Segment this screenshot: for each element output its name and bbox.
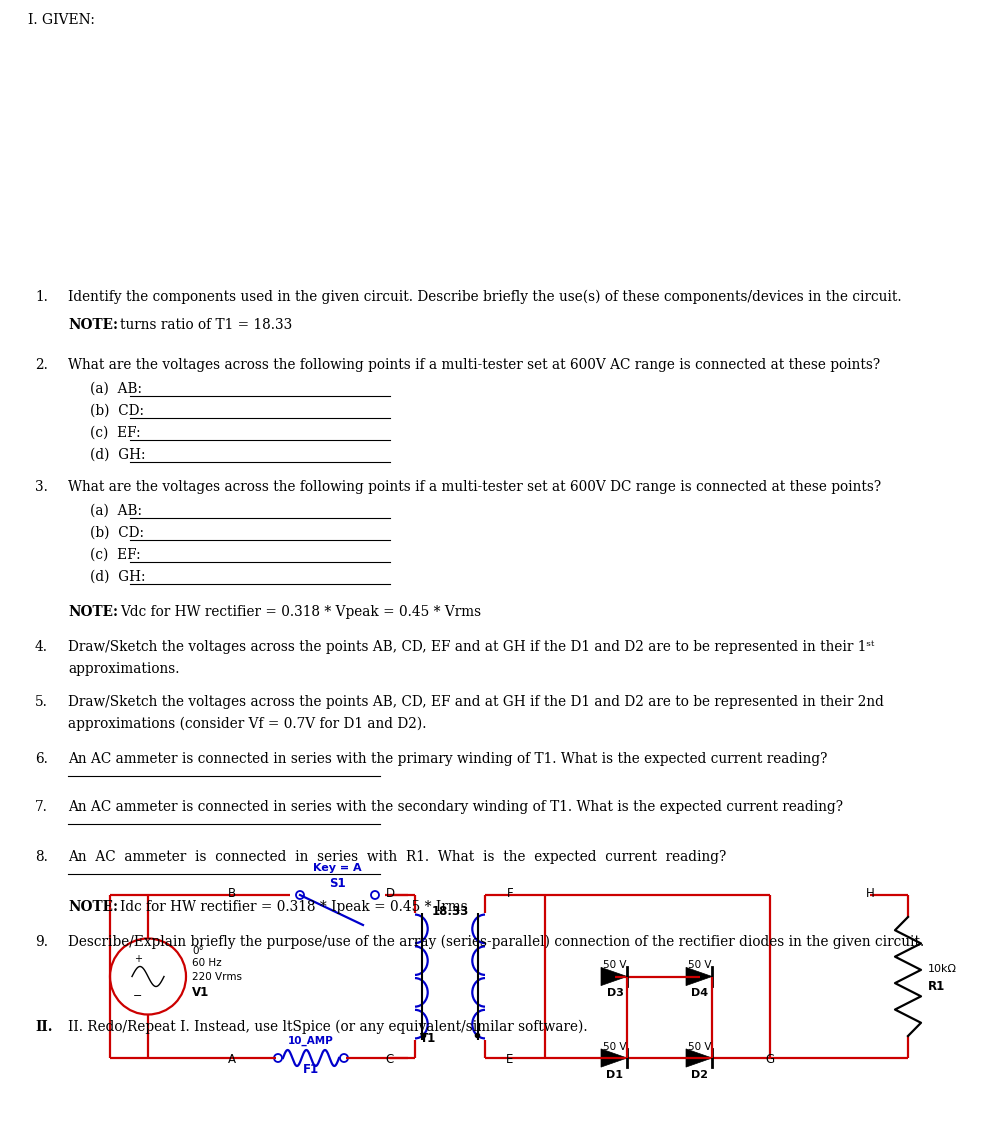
Text: A: A <box>228 1053 236 1066</box>
Text: (a)  AB:: (a) AB: <box>90 382 142 395</box>
Text: I. GIVEN:: I. GIVEN: <box>28 13 95 27</box>
Text: (b)  CD:: (b) CD: <box>90 526 144 539</box>
Text: 18.33: 18.33 <box>431 905 468 918</box>
Text: (d)  GH:: (d) GH: <box>90 570 145 584</box>
Text: Key = A: Key = A <box>313 863 361 873</box>
Text: turns ratio of T1 = 18.33: turns ratio of T1 = 18.33 <box>120 318 293 331</box>
Text: An AC ammeter is connected in series with the primary winding of T1. What is the: An AC ammeter is connected in series wit… <box>68 752 828 766</box>
Text: F1: F1 <box>302 1063 319 1076</box>
Text: E: E <box>507 1053 514 1066</box>
Text: II. Redo/Repeat I. Instead, use ltSpice (or any equivalent/similar software).: II. Redo/Repeat I. Instead, use ltSpice … <box>68 1020 587 1034</box>
Text: 50 V: 50 V <box>688 960 712 970</box>
Text: 6.: 6. <box>35 752 48 766</box>
Polygon shape <box>686 967 712 985</box>
Text: approximations (consider Vf = 0.7V for D1 and D2).: approximations (consider Vf = 0.7V for D… <box>68 717 426 732</box>
Text: 60 Hz: 60 Hz <box>192 959 222 968</box>
Text: T1: T1 <box>420 1032 436 1045</box>
Text: Draw/Sketch the voltages across the points AB, CD, EF and at GH if the D1 and D2: Draw/Sketch the voltages across the poin… <box>68 640 874 654</box>
Text: D3: D3 <box>607 989 624 999</box>
Text: 0°: 0° <box>192 945 203 956</box>
Text: 9.: 9. <box>35 935 48 949</box>
Text: C: C <box>386 1053 394 1066</box>
Text: II.: II. <box>35 1020 52 1034</box>
Polygon shape <box>601 1049 627 1068</box>
Text: NOTE:: NOTE: <box>68 900 118 914</box>
Text: 5.: 5. <box>35 695 48 709</box>
Text: G: G <box>765 1053 775 1066</box>
Text: D4: D4 <box>691 989 709 999</box>
Text: Draw/Sketch the voltages across the points AB, CD, EF and at GH if the D1 and D2: Draw/Sketch the voltages across the poin… <box>68 695 884 709</box>
Text: An  AC  ammeter  is  connected  in  series  with  R1.  What  is  the  expected  : An AC ammeter is connected in series wit… <box>68 850 727 864</box>
Text: D1: D1 <box>607 1070 624 1080</box>
Text: 50 V: 50 V <box>603 960 627 970</box>
Text: (d)  GH:: (d) GH: <box>90 448 145 462</box>
Text: An AC ammeter is connected in series with the secondary winding of T1. What is t: An AC ammeter is connected in series wit… <box>68 800 843 814</box>
Text: D2: D2 <box>691 1070 708 1080</box>
Polygon shape <box>601 967 627 985</box>
Text: D: D <box>386 887 395 900</box>
Text: NOTE:: NOTE: <box>68 605 118 620</box>
Text: 50 V: 50 V <box>603 1042 627 1052</box>
Text: (c)  EF:: (c) EF: <box>90 547 140 562</box>
Polygon shape <box>686 1049 712 1068</box>
Text: 2.: 2. <box>35 358 48 371</box>
Text: F: F <box>507 887 514 900</box>
Text: 10kΩ: 10kΩ <box>928 964 957 974</box>
Text: 4.: 4. <box>35 640 48 654</box>
Text: What are the voltages across the following points if a multi-tester set at 600V : What are the voltages across the followi… <box>68 358 880 371</box>
Text: 50 V: 50 V <box>688 1042 712 1052</box>
Text: Describe/Explain briefly the purpose/use of the array (series-parallel) connecti: Describe/Explain briefly the purpose/use… <box>68 935 924 950</box>
Text: 3.: 3. <box>35 480 48 494</box>
Text: +: + <box>134 953 142 964</box>
Text: S1: S1 <box>329 877 346 890</box>
Text: (a)  AB:: (a) AB: <box>90 504 142 518</box>
Text: (b)  CD:: (b) CD: <box>90 403 144 418</box>
Text: 10_AMP: 10_AMP <box>288 1036 334 1046</box>
Text: V1: V1 <box>192 986 209 999</box>
Text: 1.: 1. <box>35 290 48 304</box>
Text: 8.: 8. <box>35 850 48 864</box>
Text: B: B <box>228 887 236 900</box>
Text: −: − <box>134 991 142 1001</box>
Text: Vdc for HW rectifier = 0.318 * Vpeak = 0.45 * Vrms: Vdc for HW rectifier = 0.318 * Vpeak = 0… <box>120 605 481 620</box>
Text: NOTE:: NOTE: <box>68 318 118 331</box>
Text: R1: R1 <box>928 980 946 993</box>
Text: (c)  EF:: (c) EF: <box>90 426 140 440</box>
Text: H: H <box>865 887 874 900</box>
Text: What are the voltages across the following points if a multi-tester set at 600V : What are the voltages across the followi… <box>68 480 881 494</box>
Text: 220 Vrms: 220 Vrms <box>192 972 242 982</box>
Text: 7.: 7. <box>35 800 48 814</box>
Text: Idc for HW rectifier = 0.318 * Ipeak = 0.45 * Irms: Idc for HW rectifier = 0.318 * Ipeak = 0… <box>120 900 467 914</box>
Text: Identify the components used in the given circuit. Describe briefly the use(s) o: Identify the components used in the give… <box>68 290 901 304</box>
Text: approximations.: approximations. <box>68 662 180 676</box>
